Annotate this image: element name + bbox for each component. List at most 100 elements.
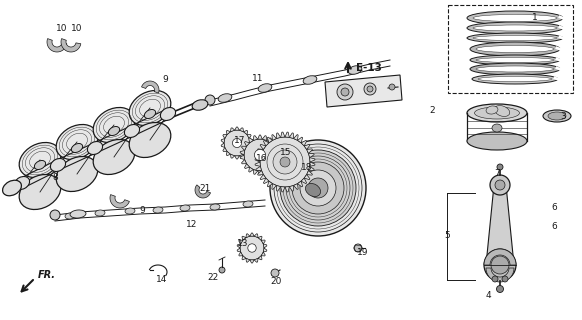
Ellipse shape xyxy=(19,142,61,178)
Circle shape xyxy=(248,244,256,252)
Polygon shape xyxy=(484,249,516,265)
Ellipse shape xyxy=(192,100,208,110)
Polygon shape xyxy=(281,187,285,192)
Polygon shape xyxy=(230,154,235,158)
Text: 12: 12 xyxy=(186,220,198,228)
Text: 20: 20 xyxy=(270,277,282,286)
Polygon shape xyxy=(244,164,250,169)
Ellipse shape xyxy=(474,107,520,119)
Polygon shape xyxy=(289,133,293,139)
Polygon shape xyxy=(310,158,315,162)
Polygon shape xyxy=(267,181,272,187)
Polygon shape xyxy=(249,167,253,172)
Polygon shape xyxy=(195,185,211,198)
Circle shape xyxy=(308,178,328,198)
Polygon shape xyxy=(264,140,269,146)
Polygon shape xyxy=(221,143,225,148)
Circle shape xyxy=(491,256,509,274)
Ellipse shape xyxy=(467,104,527,122)
Ellipse shape xyxy=(93,140,135,174)
Text: 2: 2 xyxy=(429,106,435,115)
Polygon shape xyxy=(263,244,267,248)
Ellipse shape xyxy=(476,58,554,62)
Ellipse shape xyxy=(494,106,510,116)
Polygon shape xyxy=(293,135,298,140)
Text: 13: 13 xyxy=(237,238,249,247)
Polygon shape xyxy=(307,149,313,154)
Polygon shape xyxy=(308,154,314,158)
Polygon shape xyxy=(261,240,265,244)
Polygon shape xyxy=(253,170,258,174)
Circle shape xyxy=(300,170,336,206)
Polygon shape xyxy=(250,260,254,263)
Circle shape xyxy=(271,269,279,277)
Ellipse shape xyxy=(467,132,527,150)
Circle shape xyxy=(496,285,503,292)
Polygon shape xyxy=(308,166,314,171)
Polygon shape xyxy=(247,148,251,151)
Polygon shape xyxy=(226,130,230,135)
Ellipse shape xyxy=(303,76,317,84)
Circle shape xyxy=(280,157,290,167)
Text: 18: 18 xyxy=(301,163,313,172)
Ellipse shape xyxy=(95,210,105,216)
Polygon shape xyxy=(244,141,250,146)
Polygon shape xyxy=(304,174,310,180)
Polygon shape xyxy=(239,128,243,132)
Polygon shape xyxy=(246,234,250,238)
Polygon shape xyxy=(249,138,253,143)
Polygon shape xyxy=(262,136,267,140)
Polygon shape xyxy=(307,171,313,175)
Polygon shape xyxy=(255,162,260,166)
Polygon shape xyxy=(237,248,241,252)
Polygon shape xyxy=(274,159,278,164)
Ellipse shape xyxy=(473,14,557,21)
Text: 6: 6 xyxy=(551,203,557,212)
Polygon shape xyxy=(289,186,293,191)
Polygon shape xyxy=(253,136,258,140)
Ellipse shape xyxy=(19,174,61,210)
Polygon shape xyxy=(267,167,271,172)
Polygon shape xyxy=(239,240,243,244)
Polygon shape xyxy=(249,139,253,143)
Polygon shape xyxy=(301,178,307,184)
Polygon shape xyxy=(254,258,258,262)
Ellipse shape xyxy=(470,63,560,75)
Ellipse shape xyxy=(56,156,98,191)
Polygon shape xyxy=(223,134,227,139)
Polygon shape xyxy=(267,137,272,143)
Ellipse shape xyxy=(473,25,557,31)
Text: 3: 3 xyxy=(560,111,566,121)
Polygon shape xyxy=(235,127,239,130)
Polygon shape xyxy=(301,140,307,146)
Polygon shape xyxy=(243,151,248,156)
Text: E-13: E-13 xyxy=(356,63,382,73)
Polygon shape xyxy=(235,156,239,159)
Polygon shape xyxy=(276,186,281,191)
Text: 6: 6 xyxy=(551,221,557,230)
Ellipse shape xyxy=(56,124,98,159)
Text: 9: 9 xyxy=(162,75,168,84)
Polygon shape xyxy=(239,252,243,256)
Polygon shape xyxy=(258,236,262,240)
Polygon shape xyxy=(110,195,129,208)
Circle shape xyxy=(244,139,276,171)
Circle shape xyxy=(280,150,356,226)
Text: 11: 11 xyxy=(252,74,264,83)
Text: 1: 1 xyxy=(532,12,538,21)
Polygon shape xyxy=(239,154,243,158)
Polygon shape xyxy=(276,133,281,139)
Circle shape xyxy=(232,139,242,148)
Text: 16: 16 xyxy=(256,154,268,163)
Polygon shape xyxy=(486,268,514,282)
Polygon shape xyxy=(255,158,260,162)
Polygon shape xyxy=(267,138,271,143)
Ellipse shape xyxy=(258,84,272,92)
Ellipse shape xyxy=(470,42,560,56)
Ellipse shape xyxy=(87,141,102,155)
Ellipse shape xyxy=(467,22,563,34)
Ellipse shape xyxy=(478,76,552,82)
Polygon shape xyxy=(293,184,298,189)
Circle shape xyxy=(497,164,503,170)
Ellipse shape xyxy=(144,109,155,118)
